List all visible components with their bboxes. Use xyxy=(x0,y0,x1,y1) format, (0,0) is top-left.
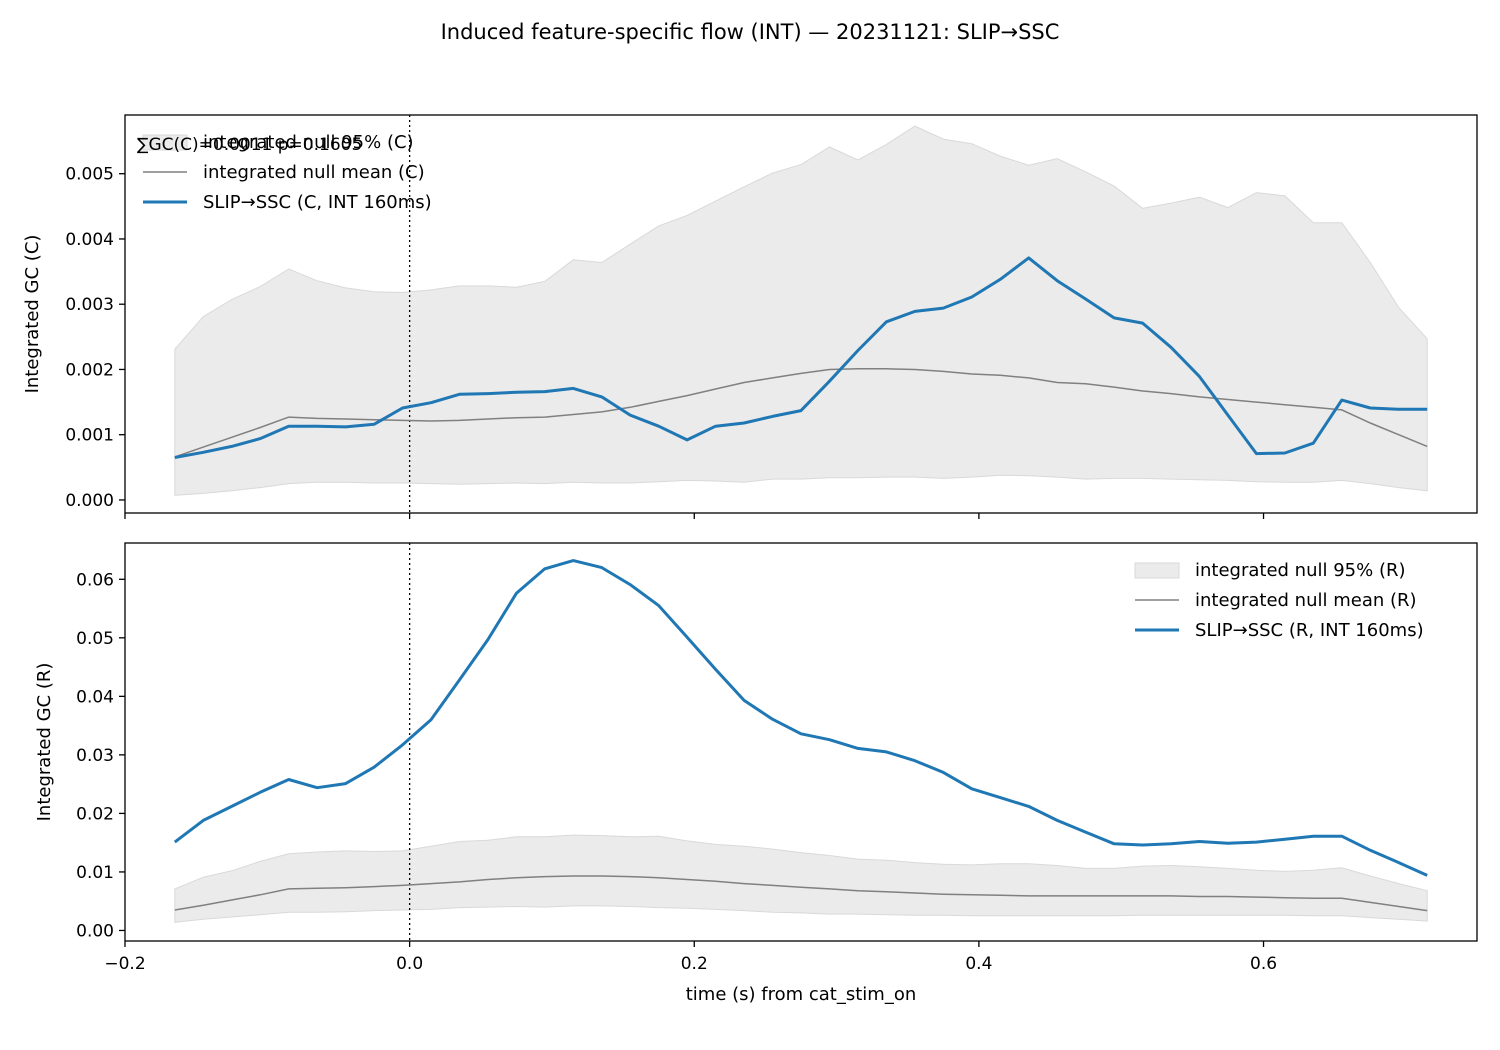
bottom-null-mean-line xyxy=(174,875,1428,912)
bottom-legend-band-swatch xyxy=(1134,562,1180,579)
bottom-legend-label: integrated null mean (R) xyxy=(1195,590,1417,611)
bottom-axes-frame xyxy=(124,542,1478,942)
bottom-ytick-label: 0.06 xyxy=(76,570,114,590)
top-ylabel: Integrated GC (C) xyxy=(22,235,43,394)
top-ytick-label: 0.005 xyxy=(65,165,114,185)
bottom-xlabel: time (s) from cat_stim_on xyxy=(686,984,917,1005)
top-series-line xyxy=(174,256,1428,459)
bottom-ytick-label: 0.00 xyxy=(76,921,114,941)
bottom-xtick-label: −0.2 xyxy=(104,954,145,974)
top-annotation: ∑GC(C)=0.0011 p=0.1605 xyxy=(137,135,362,155)
panel-bottom: Integrated GC (R) time (s) from cat_stim… xyxy=(34,542,1478,1005)
bottom-ytick-label: 0.05 xyxy=(76,629,114,649)
bottom-ytick-label: 0.01 xyxy=(76,863,114,883)
top-legend-label: SLIP→SSC (C, INT 160ms) xyxy=(203,192,432,213)
bottom-xtick-label: 0.2 xyxy=(681,954,708,974)
bottom-null-band xyxy=(174,834,1428,923)
bottom-ylabel: Integrated GC (R) xyxy=(34,663,55,822)
panel-top: Integrated GC (C) 0.000 0.001 0.002 0.003 0.… xyxy=(22,114,1478,519)
top-legend-label: integrated null 95% (C) xyxy=(203,132,414,153)
top-ytick-label: 0.001 xyxy=(65,426,114,446)
bottom-ytick-label: 0.04 xyxy=(76,687,114,707)
bottom-xtick-label: 0.6 xyxy=(1250,954,1277,974)
bottom-ytick-label: 0.02 xyxy=(76,804,114,824)
top-axes-frame xyxy=(124,114,1478,514)
bottom-xtick-label: 0.4 xyxy=(965,954,992,974)
top-ytick-label: 0.000 xyxy=(65,491,114,511)
top-legend-band-swatch xyxy=(142,134,188,151)
top-null-band xyxy=(174,125,1428,496)
bottom-series-line xyxy=(173,559,1428,877)
top-ytick-label: 0.002 xyxy=(65,360,114,380)
bottom-xtick-label: 0.0 xyxy=(396,954,423,974)
bottom-legend-label: integrated null 95% (R) xyxy=(1195,560,1406,581)
top-ytick-label: 0.004 xyxy=(65,230,114,250)
top-ytick-label: 0.003 xyxy=(65,295,114,315)
top-legend-label: integrated null mean (C) xyxy=(203,162,425,183)
figure-title: Induced feature-specific flow (INT) — 20… xyxy=(441,20,1060,44)
bottom-legend-label: SLIP→SSC (R, INT 160ms) xyxy=(1195,620,1424,641)
bottom-ytick-label: 0.03 xyxy=(76,746,114,766)
